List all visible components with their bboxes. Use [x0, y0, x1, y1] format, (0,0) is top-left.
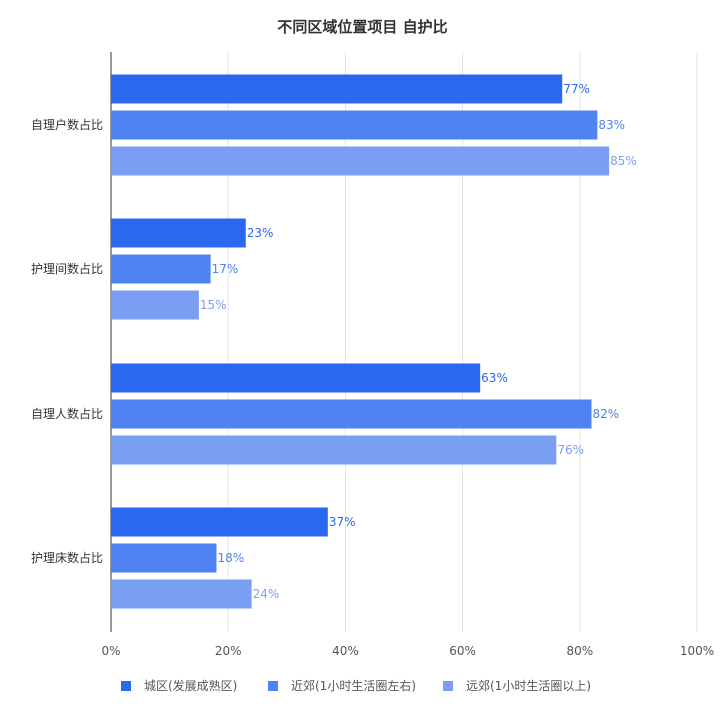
data-label: 76%: [557, 443, 584, 457]
bar: [111, 110, 598, 140]
legend-swatch: [443, 681, 453, 691]
bar: [111, 363, 481, 393]
bar: [111, 507, 328, 537]
category-label: 护理床数占比: [31, 550, 103, 565]
data-label: 23%: [247, 226, 274, 240]
chart-title: 不同区域位置项目 自护比: [277, 18, 448, 36]
category-label: 护理间数占比: [31, 261, 103, 276]
category-label: 自理人数占比: [31, 406, 103, 421]
bar: [111, 579, 252, 609]
legend-label: 远郊(1小时生活圈以上): [466, 679, 591, 693]
legend-swatch: [268, 681, 278, 691]
x-tick-label: 40%: [332, 644, 359, 658]
bar: [111, 399, 592, 429]
data-label: 37%: [329, 515, 356, 529]
legend-swatch: [121, 681, 131, 691]
data-label: 24%: [253, 587, 280, 601]
x-tick-label: 20%: [215, 644, 242, 658]
data-label: 85%: [610, 154, 637, 168]
x-tick-label: 80%: [566, 644, 593, 658]
bar: [111, 543, 217, 573]
bar: [111, 146, 610, 176]
x-tick-label: 60%: [449, 644, 476, 658]
bar: [111, 218, 246, 248]
x-tick-label: 100%: [680, 644, 714, 658]
bar: [111, 290, 199, 320]
bar: [111, 74, 563, 104]
legend-label: 城区(发展成熟区): [144, 678, 237, 693]
category-label: 自理户数占比: [31, 117, 103, 132]
data-label: 17%: [212, 262, 239, 276]
data-label: 83%: [598, 118, 625, 132]
data-label: 18%: [217, 551, 244, 565]
bar: [111, 435, 557, 465]
data-label: 82%: [593, 407, 620, 421]
data-label: 15%: [200, 298, 227, 312]
data-label: 77%: [563, 82, 590, 96]
x-tick-label: 0%: [101, 644, 120, 658]
legend-label: 近郊(1小时生活圈左右): [291, 678, 416, 693]
bar: [111, 254, 211, 284]
data-label: 63%: [481, 371, 508, 385]
